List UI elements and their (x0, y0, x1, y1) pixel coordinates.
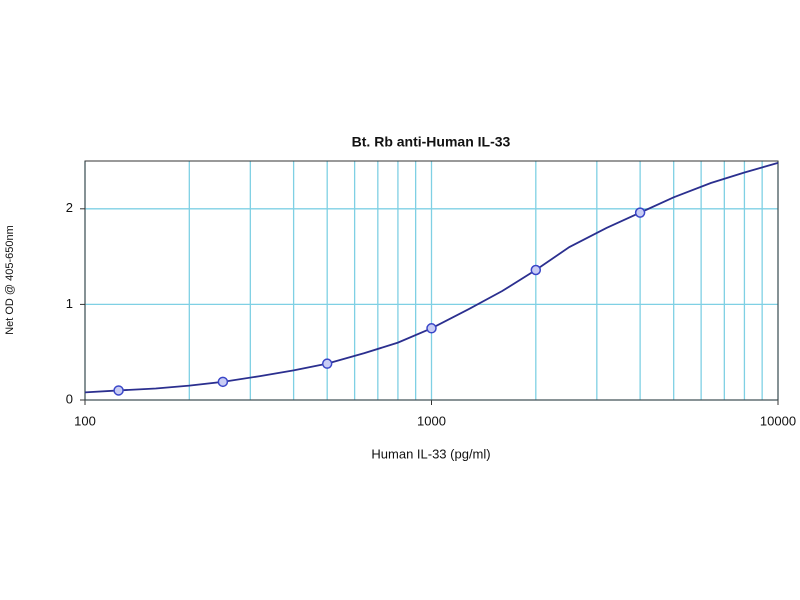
x-tick-label: 10000 (760, 413, 796, 428)
data-point (217, 376, 229, 388)
plot-frame (84, 160, 779, 401)
x-tick-label: 1000 (417, 413, 446, 428)
data-point (321, 358, 333, 369)
x-tick-label: 100 (74, 413, 96, 428)
y-tick-label: 2 (66, 200, 73, 215)
data-point (634, 207, 646, 218)
data-point (113, 385, 124, 396)
data-point (426, 323, 437, 334)
y-tick-label: 0 (66, 391, 73, 406)
chart-title: Bt. Rb anti-Human IL-33 (352, 134, 511, 150)
y-axis-label: Net OD @ 405-650nm (4, 225, 16, 335)
data-point (530, 264, 542, 276)
x-axis-label: Human IL-33 (pg/ml) (371, 446, 490, 461)
y-tick-label: 1 (66, 296, 73, 311)
